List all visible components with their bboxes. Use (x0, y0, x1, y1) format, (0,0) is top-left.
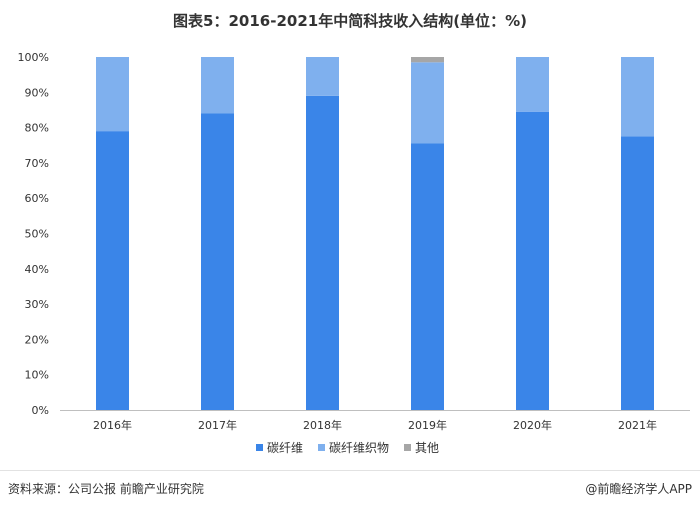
bar-segment (516, 111, 549, 410)
legend: 碳纤维 碳纤维织物 其他 (256, 441, 439, 455)
source-note: 资料来源：公司公报 前瞻产业研究院 (8, 482, 204, 496)
x-tick-label: 2018年 (303, 418, 342, 432)
bar-segment (201, 113, 234, 410)
x-tick-label: 2016年 (93, 418, 132, 432)
bar-segment (306, 57, 339, 96)
legend-swatch (256, 444, 263, 451)
brand-credit: @前瞻经济学人APP (585, 482, 692, 496)
y-tick-label: 20% (25, 333, 49, 346)
x-tick-label: 2021年 (618, 418, 657, 432)
x-axis: 2016年 2017年 2018年 2019年 2020年 2021年 (60, 410, 690, 432)
y-tick-label: 60% (25, 192, 49, 205)
y-tick-label: 80% (25, 122, 49, 135)
y-tick-label: 30% (25, 298, 49, 311)
x-tick-label: 2017年 (198, 418, 237, 432)
legend-label: 碳纤维 (267, 441, 303, 455)
y-tick-label: 10% (25, 369, 49, 382)
bar-segment (411, 57, 444, 63)
chart-title: 图表5：2016-2021年中简科技收入结构(单位：%) (173, 12, 527, 30)
bar-segment (411, 143, 444, 411)
bar-segment (201, 57, 234, 114)
y-tick-label: 50% (25, 228, 49, 241)
x-tick-label: 2019年 (408, 418, 447, 432)
bar-segment (621, 136, 654, 411)
legend-label: 其他 (415, 441, 439, 455)
legend-label: 碳纤维织物 (329, 441, 389, 455)
bar-segment (306, 95, 339, 410)
y-tick-label: 100% (18, 51, 49, 64)
bar-segment (411, 62, 444, 144)
legend-swatch (318, 444, 325, 451)
footer: 资料来源：公司公报 前瞻产业研究院 @前瞻经济学人APP (0, 470, 700, 505)
bar-segment (621, 57, 654, 137)
bar-segment (516, 57, 549, 112)
y-axis: 0% 10% 20% 30% 40% 50% 60% 70% 80% 90% 100% (18, 51, 49, 417)
bars (96, 57, 654, 411)
y-tick-label: 0% (32, 404, 49, 417)
bar-segment (96, 57, 129, 132)
legend-swatch (404, 444, 411, 451)
bar-segment (96, 131, 129, 410)
y-tick-label: 40% (25, 263, 49, 276)
y-tick-label: 70% (25, 157, 49, 170)
y-tick-label: 90% (25, 86, 49, 99)
stacked-bar-chart: 0%10%20%30%40%50%60%70%80%90%100% 2016年 2… (18, 51, 690, 455)
x-tick-label: 2020年 (513, 418, 552, 432)
